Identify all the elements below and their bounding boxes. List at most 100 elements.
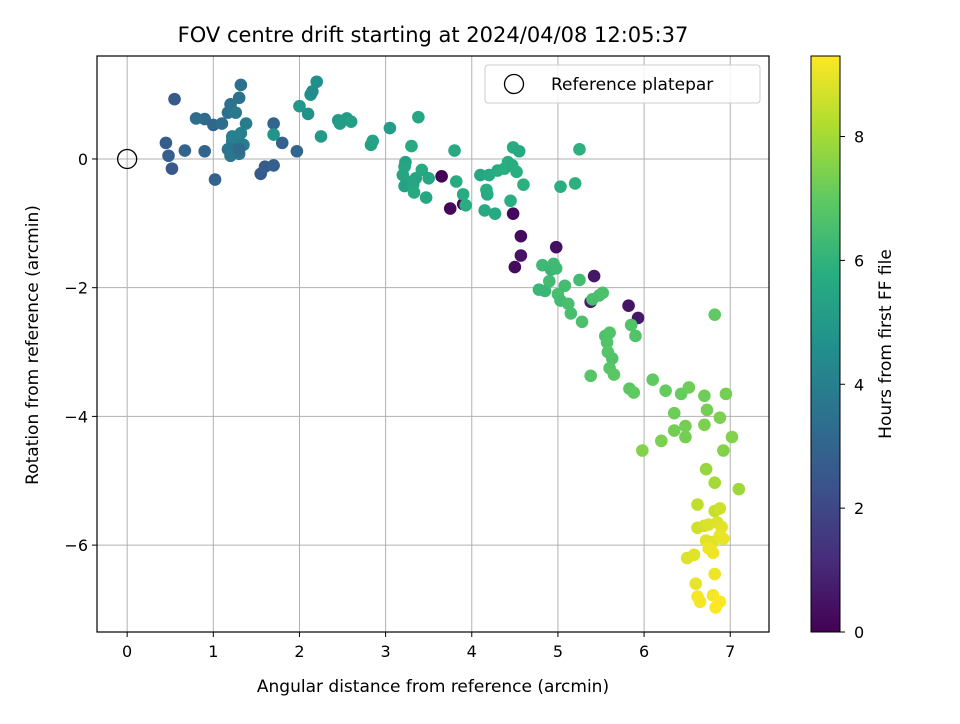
x-tick-label: 0 — [122, 642, 132, 661]
data-point — [405, 139, 418, 153]
data-point — [682, 381, 696, 394]
data-point — [549, 240, 563, 254]
data-point — [314, 130, 328, 143]
data-point — [517, 178, 530, 192]
data-point — [165, 162, 179, 175]
data-point — [422, 171, 435, 185]
data-point — [699, 462, 713, 476]
data-point — [667, 406, 681, 420]
data-point — [344, 115, 358, 128]
colorbar-tick-label: 2 — [854, 499, 864, 518]
data-point — [573, 273, 586, 287]
colorbar-tick-label: 0 — [854, 623, 864, 642]
data-point — [301, 107, 315, 121]
legend-entry-reference: Reference platepar — [551, 75, 713, 95]
data-point — [693, 595, 707, 609]
legend-box — [484, 64, 761, 104]
data-point — [178, 144, 192, 157]
data-point — [679, 430, 692, 444]
data-point — [459, 199, 473, 212]
data-point — [514, 249, 528, 262]
data-point — [584, 369, 597, 383]
data-point — [605, 352, 619, 365]
y-tick-label: −4 — [64, 407, 88, 426]
data-point — [310, 75, 323, 89]
data-point — [512, 144, 526, 158]
data-point — [575, 315, 589, 329]
data-point — [478, 204, 491, 217]
plot-frame — [96, 55, 770, 633]
data-point — [159, 136, 173, 150]
data-point — [573, 143, 586, 156]
axes: 0 1 2 3 4 5 6 7 −6 −4 −2 0 — [64, 55, 770, 661]
data-point — [622, 299, 635, 313]
data-point — [709, 601, 722, 614]
legend-marker-icon — [503, 73, 525, 95]
data-point — [504, 194, 517, 208]
data-point — [698, 389, 711, 403]
data-point — [558, 279, 572, 293]
data-points — [117, 75, 746, 614]
data-point — [659, 384, 672, 397]
x-tick-label: 7 — [725, 642, 735, 661]
data-point — [554, 180, 567, 193]
data-point — [506, 207, 520, 220]
data-point — [624, 318, 638, 332]
data-point — [407, 186, 421, 199]
data-point — [646, 373, 659, 387]
y-tick-label: −6 — [64, 536, 88, 555]
data-point — [510, 165, 523, 179]
data-point — [225, 130, 239, 143]
data-point — [383, 121, 397, 135]
data-point — [366, 134, 379, 148]
data-point — [456, 188, 470, 201]
data-point — [232, 91, 246, 105]
data-point — [293, 99, 306, 113]
data-point — [412, 110, 425, 124]
data-point — [596, 286, 610, 300]
data-point — [198, 144, 211, 158]
data-point — [448, 144, 461, 157]
data-point — [189, 112, 203, 125]
data-point — [717, 444, 730, 457]
data-point — [636, 444, 649, 457]
data-point — [568, 177, 582, 190]
data-point — [629, 329, 642, 343]
data-point — [655, 434, 668, 448]
data-point — [700, 403, 714, 417]
data-point — [267, 117, 280, 130]
data-point — [306, 85, 319, 98]
data-point — [538, 284, 552, 298]
data-point — [687, 548, 701, 562]
chart-title: FOV centre drift starting at 2024/04/08 … — [178, 23, 689, 47]
data-point — [435, 170, 448, 183]
data-point — [600, 336, 614, 349]
colorbar: 0 2 4 6 8 — [810, 55, 864, 642]
data-point — [275, 136, 289, 150]
x-tick-label: 6 — [639, 642, 649, 661]
data-point — [234, 78, 248, 92]
data-point — [449, 175, 463, 188]
data-point — [732, 482, 746, 496]
x-tick-label: 3 — [381, 642, 391, 661]
y-tick-label: 0 — [78, 150, 88, 169]
data-point — [549, 262, 563, 275]
x-axis-label: Angular distance from reference (arcmin) — [257, 677, 609, 697]
grid — [97, 56, 769, 632]
data-point — [627, 386, 641, 399]
data-point — [607, 368, 621, 381]
data-point — [713, 411, 727, 424]
data-point — [162, 149, 175, 163]
data-point — [708, 476, 722, 489]
data-point — [708, 567, 722, 581]
legend: Reference platepar — [484, 64, 761, 104]
data-point — [480, 188, 494, 201]
data-point — [267, 128, 280, 141]
data-point — [698, 418, 711, 432]
x-tick-label: 5 — [553, 642, 563, 661]
data-point — [725, 430, 739, 444]
data-point — [232, 143, 246, 156]
data-point — [587, 269, 601, 283]
x-tick-label: 1 — [208, 642, 218, 661]
